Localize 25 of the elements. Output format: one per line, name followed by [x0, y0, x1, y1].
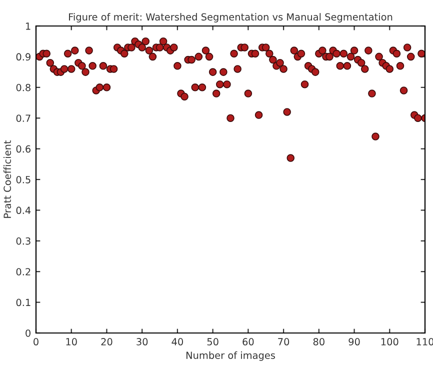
y-tick-label: 0.1 — [16, 298, 30, 306]
y-tick-label: 0.4 — [16, 206, 31, 214]
y-tick-label: 0 — [26, 329, 30, 337]
y-tick-label: 0.8 — [16, 84, 30, 92]
y-tick-label: 0.7 — [16, 114, 30, 122]
x-tick-label: 10 — [66, 338, 77, 346]
x-tick-label: 50 — [207, 338, 218, 346]
x-tick-label: 40 — [172, 338, 183, 346]
x-tick-label: 60 — [242, 338, 254, 346]
x-axis-title: Number of images — [186, 351, 275, 361]
y-tick-label: 0.2 — [16, 268, 30, 276]
y-tick-label: 0.5 — [16, 176, 30, 184]
y-tick-label: 0.9 — [16, 53, 30, 61]
x-tick-label: 70 — [278, 338, 290, 346]
x-tick-label: 90 — [348, 338, 360, 346]
y-tick-label: 1 — [26, 22, 30, 30]
x-tick-label: 100 — [381, 338, 398, 346]
y-tick-label: 0.6 — [16, 145, 31, 153]
x-tick-label: 30 — [136, 338, 148, 346]
x-tick-label: 0 — [34, 338, 38, 346]
y-tick-label: 0.3 — [16, 237, 30, 245]
x-tick-label: 80 — [313, 338, 324, 346]
y-axis-title: Pratt Coefficient — [3, 140, 12, 218]
chart-title: Figure of merit: Watershed Segmentation vs Manual Segmentation — [69, 13, 392, 22]
x-tick-label: 20 — [101, 338, 112, 346]
